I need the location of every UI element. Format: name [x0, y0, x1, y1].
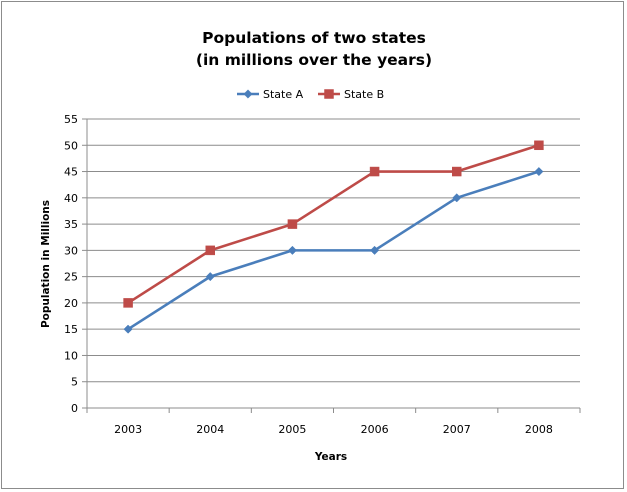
data-point-diamond	[452, 193, 462, 203]
legend-item: State A	[237, 88, 304, 101]
y-tick-label: 0	[71, 402, 78, 415]
x-tick-label: 2008	[525, 423, 553, 436]
data-point-diamond	[123, 324, 133, 334]
x-tick-label: 2007	[443, 423, 471, 436]
x-tick-label: 2006	[361, 423, 389, 436]
series-line	[127, 144, 540, 305]
series-group	[123, 140, 544, 334]
chart-title-line-1: Populations of two states	[202, 29, 426, 47]
data-point-square	[287, 219, 298, 229]
y-tick-label: 15	[64, 323, 78, 336]
chart-legend: State A State B	[237, 88, 384, 101]
legend-label: State B	[344, 88, 384, 101]
x-tick-label: 2005	[278, 423, 306, 436]
legend-label: State A	[263, 88, 304, 101]
x-axis-title: Years	[314, 451, 347, 463]
y-tick-label: 5	[71, 376, 78, 389]
series-state-a	[123, 166, 544, 334]
x-tick-labels: 2003 2004 2005 2006 2007 2008	[114, 423, 553, 436]
chart-title-line-2: (in millions over the years)	[196, 51, 432, 69]
data-point-diamond	[287, 245, 297, 255]
y-tick-label: 10	[64, 349, 78, 362]
data-point-square	[205, 245, 215, 256]
data-point-diamond	[205, 272, 215, 282]
y-tick-label: 25	[64, 271, 78, 284]
y-tick-label: 40	[64, 192, 78, 205]
legend-item: State B	[318, 88, 384, 101]
data-point-square	[534, 140, 544, 151]
y-tick-label: 45	[64, 166, 78, 179]
y-axis-title: Population in Millions	[40, 200, 52, 328]
data-point-square	[324, 89, 334, 99]
data-point-square	[369, 166, 380, 177]
series-state-b	[123, 140, 544, 308]
y-tick-label: 30	[64, 244, 78, 257]
data-point-square	[123, 298, 133, 308]
y-tick-label: 35	[64, 218, 78, 231]
axes	[82, 118, 581, 413]
data-point-diamond	[534, 166, 544, 177]
data-point-diamond	[370, 245, 380, 255]
data-point-square	[452, 166, 462, 177]
series-line	[127, 170, 540, 331]
y-tick-label: 55	[64, 113, 78, 126]
y-tick-label: 50	[64, 139, 78, 152]
y-tick-labels: 0 5 10 15 20 25 30 35 40 45 50 55	[64, 113, 78, 415]
y-tick-label: 20	[64, 297, 78, 310]
data-point-diamond	[243, 89, 253, 99]
x-tick-label: 2004	[196, 423, 224, 436]
x-tick-label: 2003	[114, 423, 142, 436]
